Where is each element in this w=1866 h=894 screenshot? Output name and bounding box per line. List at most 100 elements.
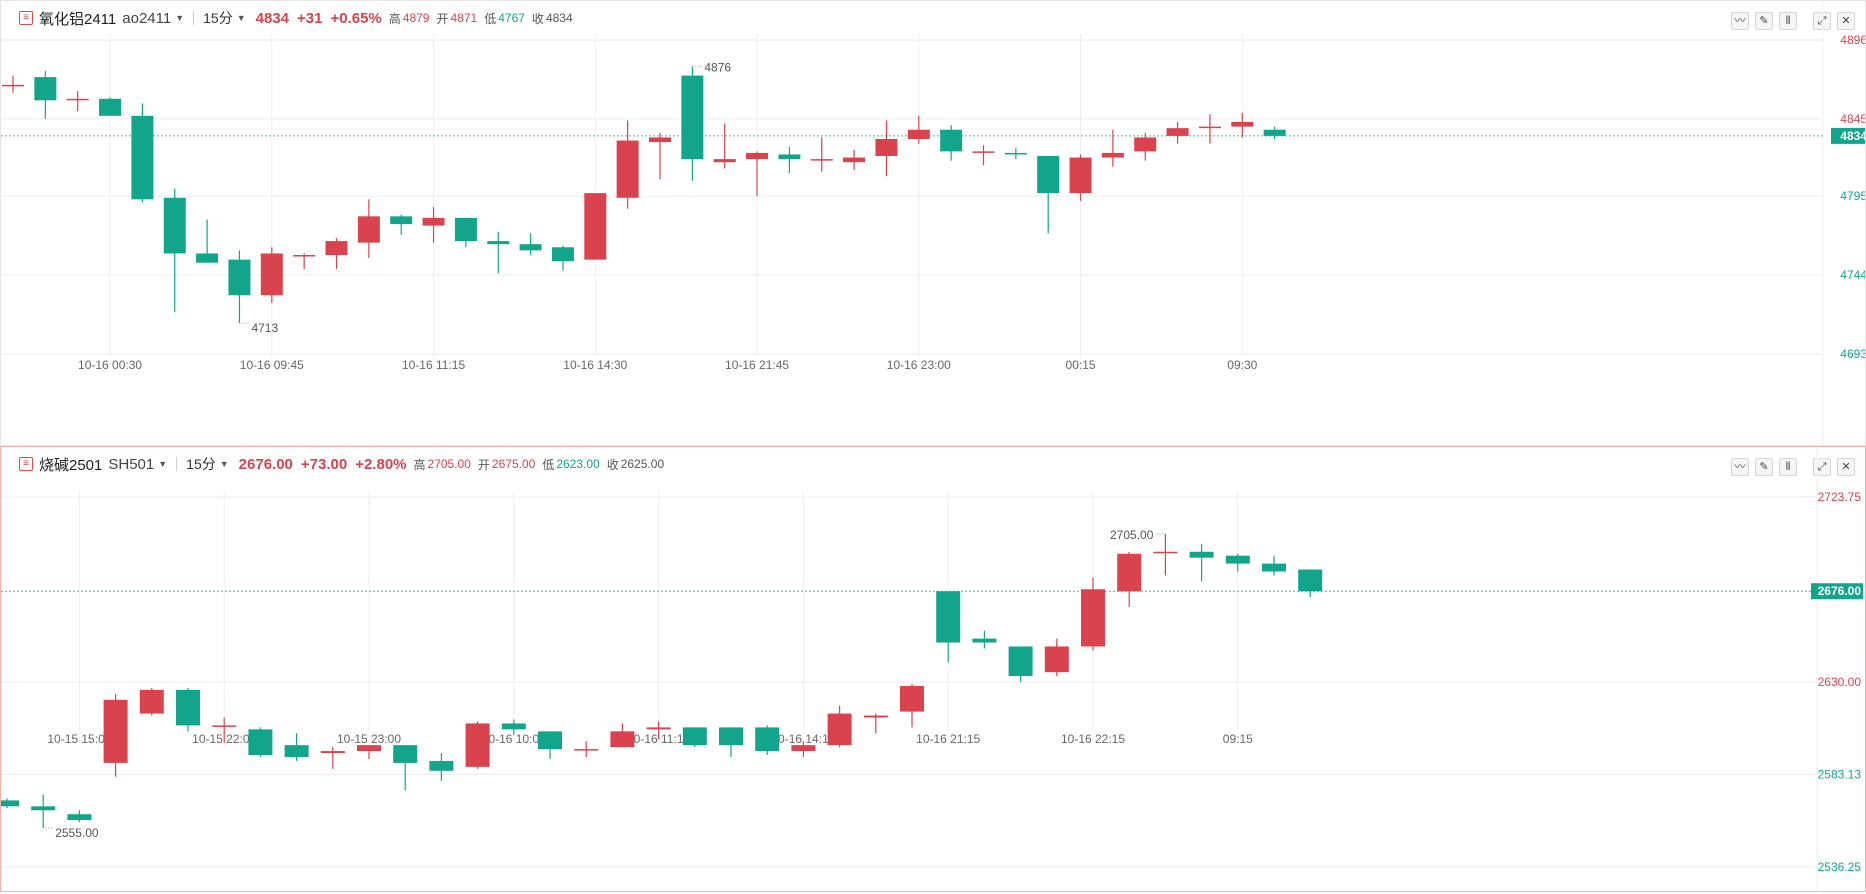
candle[interactable] <box>519 233 542 256</box>
candle[interactable] <box>1298 569 1323 598</box>
candle[interactable] <box>393 745 418 791</box>
chevron-down-icon[interactable]: ▼ <box>236 13 246 23</box>
candle[interactable] <box>357 199 380 259</box>
candle[interactable] <box>649 132 671 180</box>
candle[interactable] <box>31 794 56 829</box>
period-selector[interactable]: 15分 <box>186 456 216 472</box>
chevron-down-icon[interactable]: ▼ <box>158 459 168 469</box>
candle[interactable] <box>422 207 445 243</box>
candle[interactable] <box>67 810 92 823</box>
candle[interactable] <box>584 193 607 260</box>
candle[interactable] <box>293 253 316 269</box>
candle[interactable] <box>972 630 997 649</box>
candle[interactable] <box>863 713 888 734</box>
candle[interactable] <box>1262 555 1286 576</box>
candlestick-chart[interactable]: 2723.75 2630.00 2583.13 2536.25 10-15 15:00 1… <box>1 447 1865 891</box>
symbol-code[interactable]: SH501 <box>108 455 155 473</box>
candle[interactable] <box>1263 126 1286 139</box>
candle[interactable] <box>810 137 833 172</box>
candle[interactable] <box>284 733 309 761</box>
chart-badge-icon[interactable]: ≡ <box>19 11 33 25</box>
chevron-down-icon[interactable]: ▼ <box>219 459 229 469</box>
period-selector[interactable]: 15分 <box>203 10 233 26</box>
candle[interactable] <box>103 693 128 777</box>
candle[interactable] <box>357 745 381 759</box>
candle[interactable] <box>551 245 574 271</box>
candle-style-icon[interactable]: ⫴ <box>1779 12 1797 30</box>
candle[interactable] <box>454 217 477 248</box>
close-icon[interactable]: ✕ <box>1837 12 1855 30</box>
candle[interactable] <box>755 725 780 756</box>
candle[interactable] <box>1153 534 1178 576</box>
candle[interactable] <box>260 247 283 303</box>
candle[interactable] <box>320 747 345 769</box>
candle[interactable] <box>827 705 852 748</box>
candle[interactable] <box>66 91 89 112</box>
candle[interactable] <box>34 70 57 119</box>
candle[interactable] <box>1037 156 1060 234</box>
candle[interactable] <box>1008 646 1033 682</box>
pencil-icon[interactable]: ✎ <box>1755 458 1773 476</box>
indicator-icon[interactable]: 〰 <box>1731 458 1749 476</box>
candle[interactable] <box>176 687 200 732</box>
candle[interactable] <box>1166 121 1189 144</box>
maximize-icon[interactable]: ⤢ <box>1813 12 1831 30</box>
candle[interactable] <box>972 145 995 166</box>
chart-badge-icon[interactable]: ≡ <box>19 457 33 471</box>
candle[interactable] <box>719 727 743 757</box>
candle[interactable] <box>1189 543 1214 582</box>
candle[interactable] <box>196 219 219 263</box>
candle[interactable] <box>2 75 24 93</box>
candle[interactable] <box>1225 553 1250 572</box>
candle[interactable] <box>778 146 801 174</box>
candle[interactable] <box>875 120 898 177</box>
candlestick-chart[interactable]: 4896 4845 4795 4744 4693 10-16 00:30 10-16 09:… <box>1 1 1865 445</box>
candle[interactable] <box>465 721 490 769</box>
symbol-code[interactable]: ao2411 <box>122 9 172 27</box>
candle[interactable] <box>746 151 769 197</box>
candle[interactable] <box>1081 577 1105 651</box>
candle[interactable] <box>610 723 635 748</box>
candle[interactable] <box>487 231 510 274</box>
candle[interactable] <box>1069 154 1092 201</box>
candle[interactable] <box>131 103 154 203</box>
candle[interactable] <box>940 125 963 161</box>
candle[interactable] <box>1134 132 1157 161</box>
candle[interactable] <box>646 721 671 740</box>
candle[interactable] <box>538 731 562 759</box>
symbol-name[interactable]: 烧碱2501 <box>39 456 103 474</box>
candle[interactable] <box>501 719 526 736</box>
candle[interactable] <box>682 727 707 748</box>
candle[interactable] <box>325 237 348 269</box>
candle[interactable] <box>616 120 639 209</box>
candle[interactable] <box>1 798 19 809</box>
candle[interactable] <box>248 727 273 757</box>
chevron-down-icon[interactable]: ▼ <box>175 13 185 23</box>
candle[interactable] <box>843 149 866 170</box>
candle[interactable] <box>900 683 924 728</box>
candle[interactable] <box>1198 114 1221 144</box>
candle[interactable] <box>713 123 736 169</box>
candle[interactable] <box>139 687 164 716</box>
candle[interactable] <box>1101 129 1124 167</box>
candle[interactable] <box>907 115 930 144</box>
candle[interactable] <box>681 66 704 181</box>
candle[interactable] <box>791 741 816 757</box>
symbol-name[interactable]: 氧化铝2411 <box>39 10 117 28</box>
chart-panel-caustic-soda[interactable]: ≡ 烧碱2501 SH501 ▼ 15分 ▼ 2676.00 +73.00 +2… <box>0 446 1866 892</box>
candle[interactable] <box>163 188 186 313</box>
chart-panel-alumina[interactable]: ≡ 氧化铝2411 ao2411 ▼ 15分 ▼ 4834 +31 +0.65%… <box>0 0 1866 446</box>
candle[interactable] <box>936 591 961 663</box>
candle[interactable] <box>390 214 413 235</box>
candle[interactable] <box>228 250 251 324</box>
candle[interactable] <box>99 97 122 116</box>
candle[interactable] <box>1117 551 1142 608</box>
candle[interactable] <box>1231 112 1254 138</box>
candle-style-icon[interactable]: ⫴ <box>1779 458 1797 476</box>
candle[interactable] <box>1044 638 1069 677</box>
candle[interactable] <box>1004 148 1027 160</box>
candle[interactable] <box>574 741 599 757</box>
candle[interactable] <box>429 753 454 781</box>
close-icon[interactable]: ✕ <box>1837 458 1855 476</box>
indicator-icon[interactable]: 〰 <box>1731 12 1749 30</box>
